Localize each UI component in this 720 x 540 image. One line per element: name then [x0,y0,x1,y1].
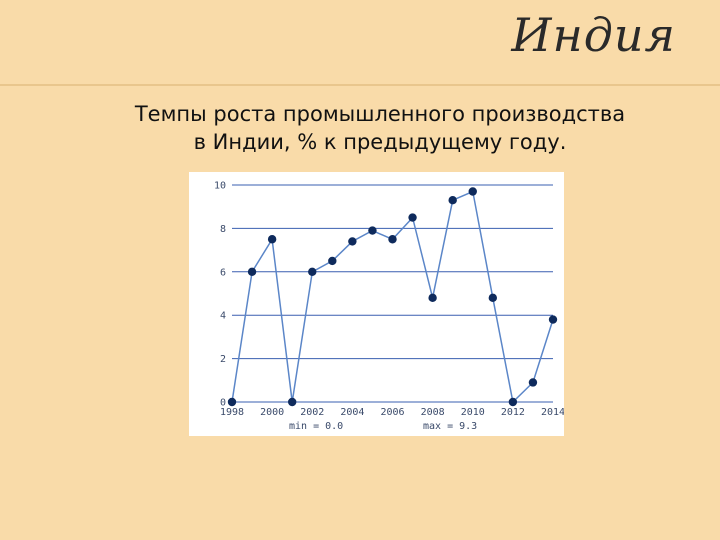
data-point-2009 [448,195,457,205]
x-tick-label: 2004 [340,407,364,418]
heading-divider [0,84,720,86]
data-point-2010 [468,187,477,196]
min-value-label: min = 0.0 [289,421,343,432]
data-point-2006 [388,235,397,244]
data-point-1998 [227,397,237,407]
data-point-2005 [368,226,377,235]
line-chart: 0 2 4 6 8 10 1998 2000 2002 2004 2006 2008 2010 2012… [214,181,565,433]
data-point-2012 [508,397,518,407]
data-point-2003 [328,256,337,266]
data-point-1999 [247,267,257,276]
y-tick-label: 2 [220,354,226,365]
max-value-label: max = 9.3 [423,421,477,432]
x-tick-label: 2006 [380,407,404,418]
y-tick-label: 10 [214,181,226,192]
subtitle-line-2: в Индии, % к предыдущему году. [193,130,567,154]
x-tick-label: 2014 [541,407,564,418]
x-tick-label: 2002 [300,407,324,418]
data-point-2013 [528,378,538,387]
x-tick-label: 2010 [461,407,485,418]
slide-heading: Индия [511,8,676,62]
series-line [231,190,554,404]
data-point-2001 [287,397,297,407]
x-tick-label: 1998 [220,407,244,418]
data-point-2007 [408,213,417,222]
y-tick-label: 4 [220,311,226,322]
chart-panel: 0 2 4 6 8 10 1998 2000 2002 2004 2006 2008 2010 2012… [189,172,565,436]
x-tick-label: 2012 [501,407,525,418]
x-tick-label: 2000 [260,407,284,418]
data-point-2004 [348,237,357,246]
chart-subtitle: Темпы роста промышленного производства в… [60,100,700,156]
data-point-2002 [308,267,317,276]
y-tick-label: 6 [220,267,226,278]
data-point-2014 [548,315,558,324]
subtitle-line-1: Темпы роста промышленного производства [134,102,626,126]
y-tick-label: 8 [220,224,226,235]
data-point-2011 [488,293,498,303]
x-tick-label: 2008 [421,407,445,418]
y-tick-label: 0 [220,398,226,409]
data-point-2008 [428,293,437,303]
data-point-2000 [267,235,277,244]
